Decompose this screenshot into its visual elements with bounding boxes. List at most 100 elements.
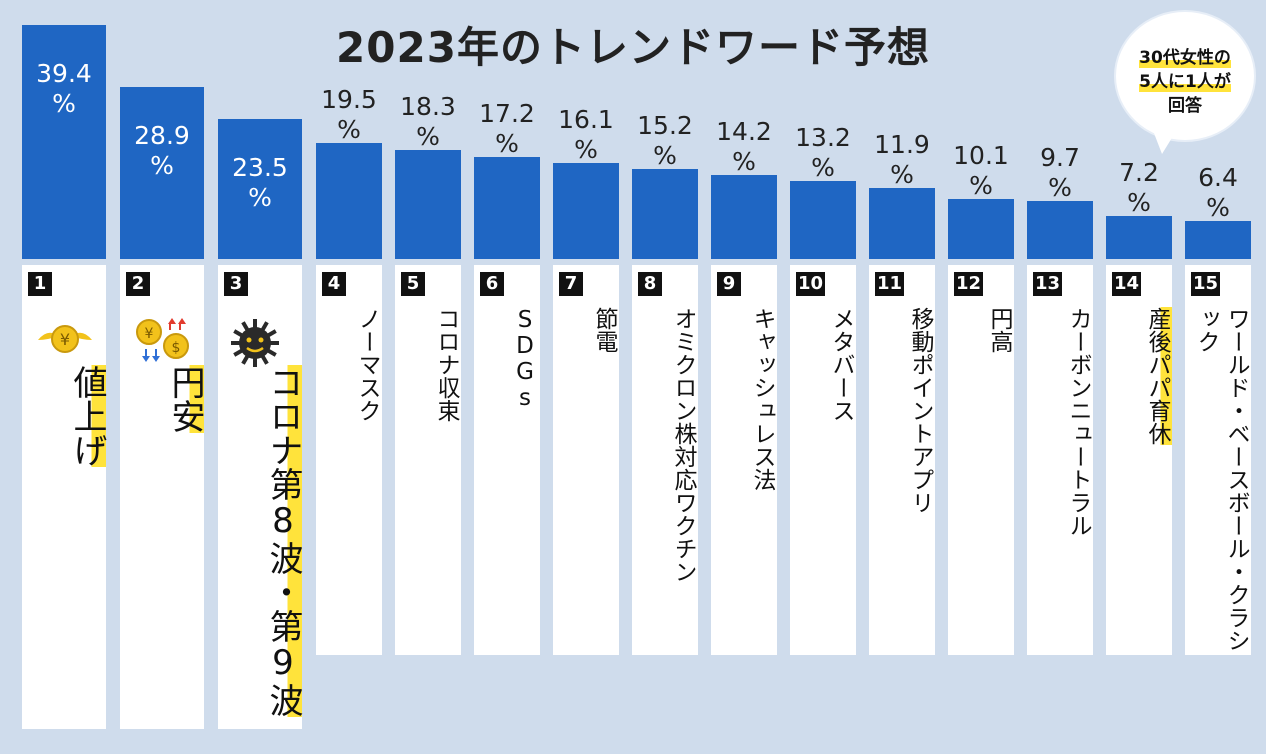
callout-line-1: 30代女性の [1139, 48, 1231, 68]
rank-badge: 3 [224, 272, 248, 296]
value-number: 17.2 [479, 99, 535, 128]
bar-12 [948, 199, 1014, 259]
bar-value-label-5: 18.3% [389, 92, 467, 152]
category-card-12: 12 円高 [948, 265, 1014, 655]
bar-1 [22, 25, 106, 259]
bar-value-label-13: 9.7% [1021, 143, 1099, 203]
bar-15 [1185, 221, 1251, 259]
category-label: SDGs [512, 307, 538, 411]
bar-5 [395, 150, 461, 259]
value-number: 15.2 [637, 111, 693, 140]
svg-text:¥: ¥ [60, 330, 70, 349]
callout-line-2: 5人に1人が [1139, 72, 1231, 92]
bar-value-label-14: 7.2% [1100, 158, 1178, 218]
bar-6 [474, 157, 540, 259]
category-card-4: 4 ノーマスク [316, 265, 382, 655]
value-number: 18.3 [400, 92, 456, 121]
rank-badge: 1 [28, 272, 52, 296]
bar-11 [869, 188, 935, 259]
rank-badge: 14 [1112, 272, 1142, 296]
svg-text:¥: ¥ [145, 326, 154, 342]
value-unit: % [495, 129, 519, 158]
callout-line-3: 回答 [1168, 96, 1202, 116]
value-unit: % [653, 141, 677, 170]
category-card-10: 10 メタバース [790, 265, 856, 655]
category-label: 産後パパ育休 [1142, 307, 1172, 445]
category-card-15: 15 ワールド・ベースボール・クラシック [1185, 265, 1251, 655]
value-unit: % [1127, 188, 1151, 217]
category-label: オミクロン株対応ワクチン [670, 307, 696, 583]
winged-yen-coin-icon: ¥ [34, 322, 96, 360]
category-label: 移動ポイントアプリ [907, 307, 933, 514]
bar-value-label-1: 39.4% [16, 59, 112, 119]
value-number: 28.9 [134, 121, 190, 150]
bar-value-label-15: 6.4% [1179, 163, 1257, 223]
value-number: 10.1 [953, 141, 1009, 170]
bar-13 [1027, 201, 1093, 259]
category-card-5: 5 コロナ収束 [395, 265, 461, 655]
rank-badge: 8 [638, 272, 662, 296]
yen-dollar-exchange-icon: ¥ $ [132, 316, 192, 368]
value-number: 16.1 [558, 105, 614, 134]
category-card-8: 8 オミクロン株対応ワクチン [632, 265, 698, 655]
category-label: ワールド・ベースボール・クラシック [1193, 307, 1249, 652]
bar-4 [316, 143, 382, 259]
svg-text:$: $ [172, 340, 181, 356]
value-unit: % [416, 122, 440, 151]
category-label: メタバース [828, 307, 854, 422]
bar-7 [553, 163, 619, 259]
bar-value-label-11: 11.9% [863, 130, 941, 190]
bar-2 [120, 87, 204, 259]
bar-value-label-9: 14.2% [705, 117, 783, 177]
chart-title: 2023年のトレンドワード予想 [336, 23, 930, 72]
value-number: 6.4 [1198, 163, 1238, 192]
category-card-6: 6 SDGs [474, 265, 540, 655]
rank-badge: 11 [875, 272, 905, 296]
bar-value-label-7: 16.1% [547, 105, 625, 165]
bar-8 [632, 169, 698, 259]
callout-text: 30代女性の 5人に1人が 回答 [1116, 46, 1254, 118]
bar-9 [711, 175, 777, 259]
value-unit: % [811, 153, 835, 182]
value-unit: % [890, 160, 914, 189]
bar-10 [790, 181, 856, 259]
value-number: 11.9 [874, 130, 930, 159]
rank-badge: 9 [717, 272, 741, 296]
category-label: カーボンニュートラル [1065, 307, 1091, 537]
value-number: 13.2 [795, 123, 851, 152]
bar-14 [1106, 216, 1172, 259]
category-label: ノーマスク [354, 307, 380, 422]
value-unit: % [1206, 193, 1230, 222]
category-card-14: 14 産後パパ育休 [1106, 265, 1172, 655]
bar-value-label-8: 15.2% [626, 111, 704, 171]
value-unit: % [1048, 173, 1072, 202]
value-number: 14.2 [716, 117, 772, 146]
rank-badge: 4 [322, 272, 346, 296]
category-label: 節電 [591, 307, 617, 353]
category-label: コロナ第8波・第9波 [263, 365, 303, 717]
bar-value-label-4: 19.5% [310, 85, 388, 145]
category-label: コロナ収束 [433, 307, 459, 422]
value-unit: % [969, 171, 993, 200]
category-card-7: 7 節電 [553, 265, 619, 655]
rank-badge: 5 [401, 272, 425, 296]
coronavirus-icon [228, 316, 282, 374]
callout-bubble-tail [1152, 128, 1178, 154]
value-unit: % [732, 147, 756, 176]
value-unit: % [52, 89, 76, 118]
category-card-2: 2 円安 [120, 265, 205, 729]
value-unit: % [248, 183, 272, 212]
bar-value-label-6: 17.2% [468, 99, 546, 159]
value-number: 23.5 [232, 153, 288, 182]
value-number: 9.7 [1040, 143, 1080, 172]
rank-badge: 10 [796, 272, 826, 296]
category-card-11: 11 移動ポイントアプリ [869, 265, 935, 655]
rank-badge: 15 [1191, 272, 1221, 296]
value-number: 39.4 [36, 59, 92, 88]
value-unit: % [150, 151, 174, 180]
bar-value-label-12: 10.1% [942, 141, 1020, 201]
rank-badge: 7 [559, 272, 583, 296]
category-label: キャッシュレス法 [749, 307, 775, 491]
value-number: 7.2 [1119, 158, 1159, 187]
